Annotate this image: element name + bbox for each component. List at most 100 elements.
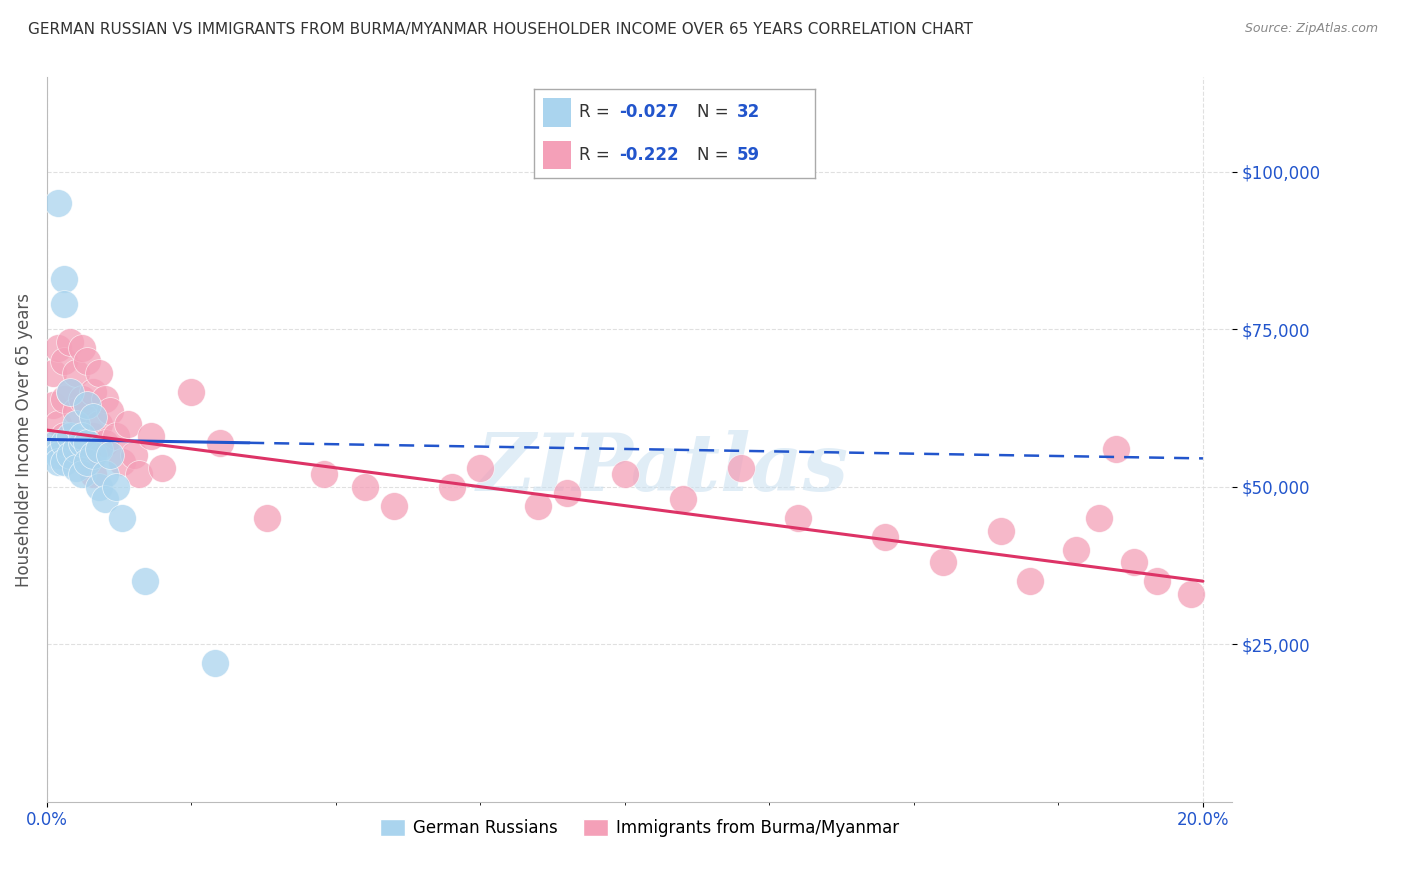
Point: [990, 524, 1012, 538]
Point: [59, 435, 82, 450]
Point: [48, 341, 70, 355]
Point: [48, 196, 70, 211]
Point: [70, 467, 93, 482]
Point: [134, 574, 156, 589]
Point: [100, 404, 122, 418]
Point: [65, 367, 87, 381]
Point: [93, 435, 115, 450]
Point: [730, 460, 752, 475]
Point: [82, 429, 104, 443]
Point: [76, 353, 98, 368]
Point: [256, 511, 278, 525]
Text: -0.027: -0.027: [619, 103, 678, 121]
Text: Source: ZipAtlas.com: Source: ZipAtlas.com: [1244, 22, 1378, 36]
Point: [65, 442, 87, 456]
Point: [53, 454, 76, 468]
Point: [65, 404, 87, 418]
Point: [527, 499, 550, 513]
Point: [1018, 574, 1040, 589]
Y-axis label: Householder Income Over 65 years: Householder Income Over 65 years: [15, 293, 32, 587]
Point: [555, 486, 578, 500]
Point: [787, 511, 810, 525]
Text: ZIPatlas: ZIPatlas: [477, 430, 849, 508]
Bar: [543, 141, 571, 169]
Point: [1064, 542, 1087, 557]
Point: [117, 417, 139, 431]
Point: [87, 480, 110, 494]
Point: [48, 417, 70, 431]
Point: [128, 467, 150, 482]
Text: -0.222: -0.222: [619, 146, 678, 164]
Point: [48, 448, 70, 462]
Point: [59, 429, 82, 443]
Point: [59, 334, 82, 349]
Point: [111, 454, 134, 468]
Point: [1105, 442, 1128, 456]
Point: [1180, 587, 1202, 601]
Point: [53, 435, 76, 450]
Text: GERMAN RUSSIAN VS IMMIGRANTS FROM BURMA/MYANMAR HOUSEHOLDER INCOME OVER 65 YEARS: GERMAN RUSSIAN VS IMMIGRANTS FROM BURMA/…: [28, 22, 973, 37]
Point: [53, 392, 76, 406]
Point: [41, 435, 63, 450]
Point: [65, 442, 87, 456]
Point: [87, 442, 110, 456]
Point: [382, 499, 405, 513]
Point: [70, 392, 93, 406]
Point: [873, 530, 896, 544]
Point: [93, 392, 115, 406]
Point: [93, 492, 115, 507]
Text: N =: N =: [697, 103, 734, 121]
Point: [180, 385, 202, 400]
Point: [70, 435, 93, 450]
Text: 59: 59: [737, 146, 759, 164]
Point: [70, 429, 93, 443]
Point: [53, 429, 76, 443]
Point: [470, 460, 492, 475]
Point: [152, 460, 174, 475]
Point: [65, 417, 87, 431]
Text: N =: N =: [697, 146, 734, 164]
Point: [65, 460, 87, 475]
Point: [76, 448, 98, 462]
Point: [932, 555, 955, 569]
Point: [440, 480, 463, 494]
Text: R =: R =: [579, 146, 616, 164]
Point: [82, 448, 104, 462]
Point: [353, 480, 375, 494]
Point: [41, 367, 63, 381]
Point: [209, 435, 232, 450]
Point: [672, 492, 695, 507]
Point: [613, 467, 636, 482]
Point: [105, 429, 128, 443]
Point: [204, 656, 226, 670]
Point: [87, 417, 110, 431]
Text: 32: 32: [737, 103, 761, 121]
Point: [48, 454, 70, 468]
Point: [314, 467, 336, 482]
Point: [82, 385, 104, 400]
Point: [1088, 511, 1111, 525]
Point: [76, 454, 98, 468]
Point: [76, 398, 98, 412]
Bar: [543, 98, 571, 127]
Point: [76, 435, 98, 450]
Point: [111, 511, 134, 525]
Point: [59, 448, 82, 462]
Point: [100, 448, 122, 462]
Point: [53, 353, 76, 368]
Point: [105, 480, 128, 494]
Point: [1146, 574, 1168, 589]
Point: [45, 435, 67, 450]
Point: [41, 398, 63, 412]
Point: [93, 467, 115, 482]
Point: [87, 367, 110, 381]
Point: [139, 429, 162, 443]
Text: R =: R =: [579, 103, 616, 121]
Point: [70, 341, 93, 355]
Point: [70, 435, 93, 450]
Point: [76, 398, 98, 412]
Point: [59, 385, 82, 400]
Point: [53, 297, 76, 311]
Point: [1122, 555, 1144, 569]
Point: [41, 442, 63, 456]
